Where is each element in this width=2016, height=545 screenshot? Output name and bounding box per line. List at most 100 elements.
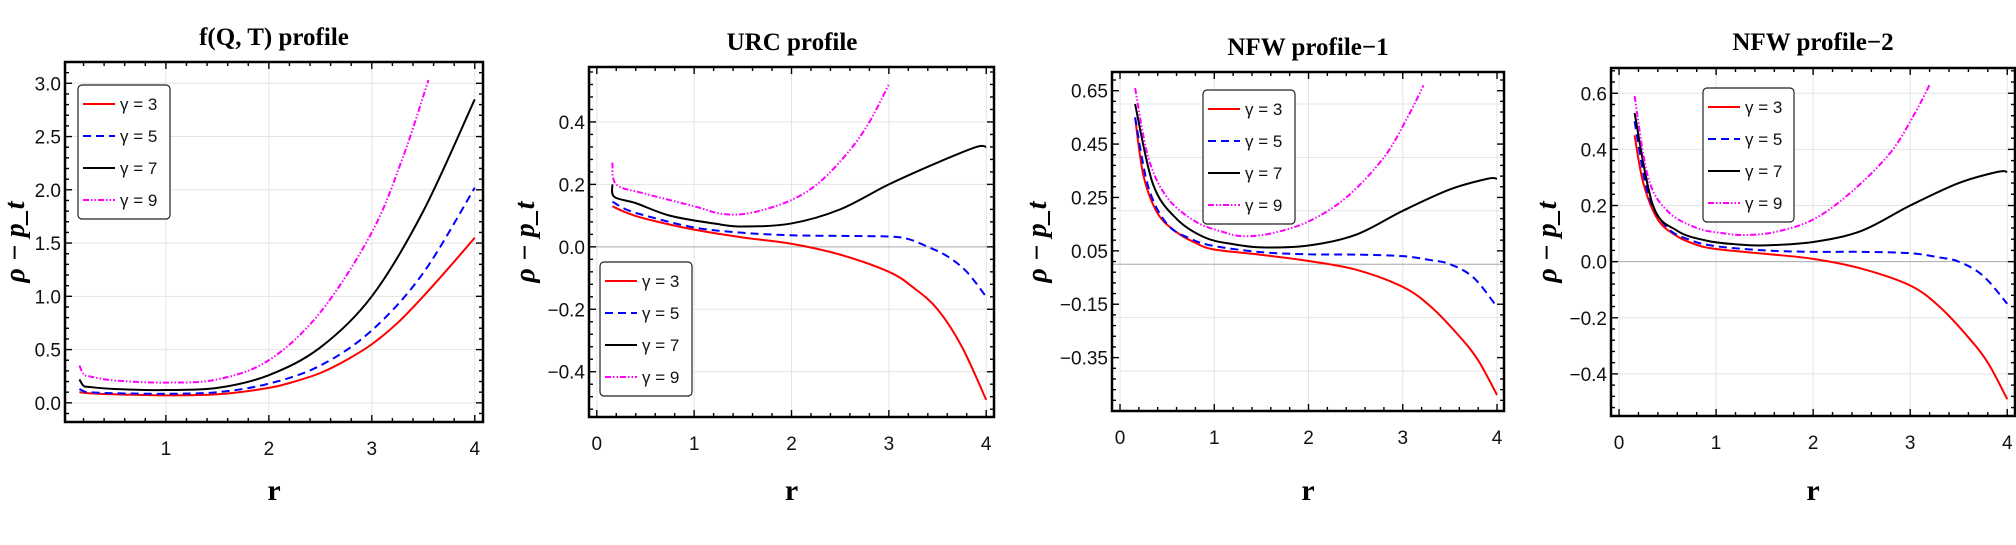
legend-label: γ = 3 bbox=[1245, 100, 1282, 119]
legend: γ = 3 γ = 5 γ = 7 γ = 9 bbox=[77, 84, 171, 220]
y-tick-label: 1.5 bbox=[35, 234, 61, 255]
legend-label: γ = 7 bbox=[642, 336, 679, 355]
series-line-gamma-5 bbox=[611, 200, 988, 298]
series-line-gamma-9 bbox=[1633, 84, 1931, 237]
legend-box bbox=[1702, 87, 1795, 223]
legend-label: γ = 3 bbox=[1745, 98, 1782, 117]
y-tick-label: −0.35 bbox=[1060, 349, 1108, 370]
x-tick-label: 2 bbox=[1808, 433, 1819, 454]
series-line-gamma-7 bbox=[611, 144, 987, 228]
x-tick-label: 3 bbox=[1905, 433, 1916, 454]
x-axis-label: r bbox=[785, 474, 798, 507]
legend-box bbox=[1202, 89, 1296, 225]
chart-title: NFW profile−1 bbox=[1227, 34, 1388, 61]
x-tick-label: 1 bbox=[689, 434, 700, 455]
series-line-gamma-3 bbox=[1134, 117, 1498, 396]
x-tick-label: 2 bbox=[786, 434, 797, 455]
legend-label: γ = 5 bbox=[1745, 130, 1782, 149]
series-line-gamma-5 bbox=[78, 187, 476, 395]
x-tick-label: 1 bbox=[1209, 428, 1220, 449]
series-line-gamma-3 bbox=[1633, 135, 2009, 400]
y-tick-label: 0.45 bbox=[1071, 135, 1108, 156]
series-line-gamma-3 bbox=[611, 205, 988, 401]
y-tick-label: −0.4 bbox=[1569, 365, 1607, 386]
x-axis-label: r bbox=[267, 474, 280, 507]
y-tick-label: 0.2 bbox=[1581, 197, 1607, 218]
y-tick-label: 0.65 bbox=[1071, 82, 1108, 103]
legend-label: γ = 9 bbox=[1745, 194, 1782, 213]
series-line-gamma-7 bbox=[1134, 103, 1498, 249]
y-axis-label: ρ − p_t bbox=[1532, 200, 1563, 283]
y-tick-label: 0.25 bbox=[1071, 188, 1108, 209]
x-tick-label: 2 bbox=[264, 439, 275, 460]
chart-title: f(Q, T) profile bbox=[199, 24, 349, 51]
y-axis-label: ρ − p_t bbox=[0, 200, 31, 283]
plot-frame bbox=[63, 60, 485, 424]
series-line-gamma-7 bbox=[1633, 112, 2008, 247]
y-tick-label: 0.4 bbox=[1581, 140, 1608, 161]
chart-panel-2: URC profile 0 1 2 3 4 −0.4 −0.2 0.0 0.2 0.4 r ρ − p_… bbox=[510, 29, 996, 507]
y-tick-label: −0.2 bbox=[1569, 309, 1607, 330]
y-tick-label: 2.0 bbox=[35, 181, 61, 202]
legend-label: γ = 9 bbox=[642, 368, 679, 387]
y-tick-label: 3.0 bbox=[35, 74, 61, 95]
x-tick-label: 0 bbox=[1115, 428, 1126, 449]
legend-label: γ = 3 bbox=[642, 272, 679, 291]
series-line-gamma-5 bbox=[1633, 121, 2008, 305]
x-tick-label: 1 bbox=[1711, 433, 1722, 454]
legend-label: γ = 9 bbox=[120, 191, 157, 210]
x-axis-label: r bbox=[1806, 474, 1819, 507]
x-tick-label: 4 bbox=[469, 439, 480, 460]
legend: γ = 3 γ = 5 γ = 7 γ = 9 bbox=[599, 261, 693, 397]
y-tick-label: 0.0 bbox=[1581, 253, 1607, 274]
chart-panel-3: NFW profile−1 0 1 2 3 4 −0.35 −0.15 0.05 0.25 0.45… bbox=[1022, 34, 1506, 507]
y-tick-label: 0.5 bbox=[35, 341, 61, 362]
legend: γ = 3 γ = 5 γ = 7 γ = 9 bbox=[1202, 89, 1296, 225]
legend-label: γ = 5 bbox=[642, 304, 679, 323]
legend-box bbox=[77, 84, 171, 220]
x-tick-label: 0 bbox=[1614, 433, 1625, 454]
chart-title: NFW profile−2 bbox=[1732, 29, 1893, 56]
x-tick-label: 3 bbox=[1397, 428, 1408, 449]
y-tick-label: 0.0 bbox=[35, 394, 61, 415]
series-line-gamma-7 bbox=[78, 98, 476, 392]
y-tick-label: 0.2 bbox=[559, 175, 585, 196]
x-tick-label: 2 bbox=[1303, 428, 1314, 449]
y-tick-label: −0.4 bbox=[547, 363, 585, 384]
y-tick-label: 0.6 bbox=[1581, 84, 1607, 105]
x-tick-label: 0 bbox=[591, 434, 602, 455]
y-tick-label: 0.05 bbox=[1071, 242, 1108, 263]
x-tick-label: 4 bbox=[2002, 433, 2013, 454]
chart-panel-1: f(Q, T) profile 1 2 3 4 0.0 0.5 1.0 1.5 2.0 2.5 3.0… bbox=[0, 24, 485, 507]
y-tick-label: 1.0 bbox=[35, 287, 61, 308]
legend-label: γ = 5 bbox=[120, 127, 157, 146]
series-line-gamma-9 bbox=[78, 79, 430, 384]
y-tick-label: −0.2 bbox=[547, 300, 585, 321]
plot-frame bbox=[1609, 66, 2016, 418]
chart-panel-4: NFW profile−2 0 1 2 3 4 −0.4 −0.2 0.0 0.2 0.4 0.6 r ρ… bbox=[1532, 29, 2016, 507]
y-axis-label: ρ − p_t bbox=[1022, 200, 1053, 283]
x-tick-label: 3 bbox=[884, 434, 895, 455]
series-line-gamma-5 bbox=[1134, 117, 1498, 308]
x-tick-label: 4 bbox=[981, 434, 992, 455]
legend-label: γ = 7 bbox=[1745, 162, 1782, 181]
chart-title: URC profile bbox=[727, 29, 858, 56]
legend: γ = 3 γ = 5 γ = 7 γ = 9 bbox=[1702, 87, 1795, 223]
plot-frame bbox=[587, 65, 996, 419]
legend-label: γ = 9 bbox=[1245, 196, 1282, 215]
x-tick-label: 3 bbox=[367, 439, 378, 460]
y-tick-label: −0.15 bbox=[1060, 295, 1108, 316]
x-tick-label: 1 bbox=[161, 439, 172, 460]
y-tick-label: 0.0 bbox=[559, 238, 585, 259]
legend-label: γ = 3 bbox=[120, 95, 157, 114]
x-tick-label: 4 bbox=[1492, 428, 1503, 449]
plot-frame bbox=[1110, 70, 1506, 413]
legend-label: γ = 5 bbox=[1245, 132, 1282, 151]
x-axis-label: r bbox=[1301, 474, 1314, 507]
y-tick-label: 0.4 bbox=[559, 113, 586, 134]
series-line-gamma-9 bbox=[1134, 84, 1425, 238]
legend-label: γ = 7 bbox=[120, 159, 157, 178]
y-tick-label: 2.5 bbox=[35, 128, 61, 149]
legend-label: γ = 7 bbox=[1245, 164, 1282, 183]
